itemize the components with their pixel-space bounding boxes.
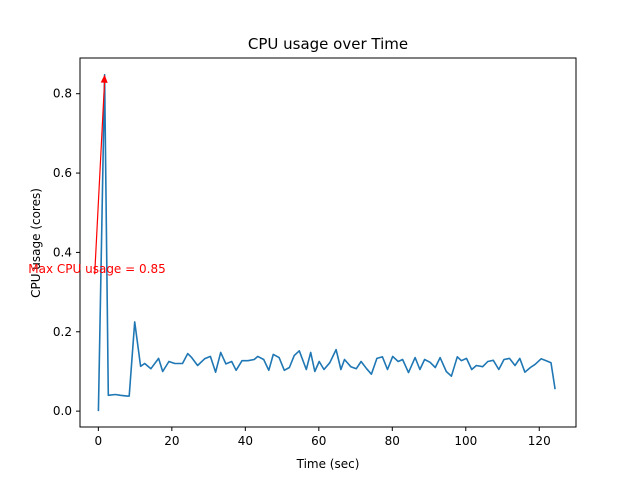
y-axis-ticks: 0.0 0.2 0.4 0.6 0.8 bbox=[53, 87, 80, 418]
plot-area bbox=[97, 73, 556, 412]
x-tick-label: 40 bbox=[238, 434, 253, 448]
chart-title: CPU usage over Time bbox=[248, 35, 408, 53]
y-tick-label: 0.4 bbox=[53, 245, 72, 259]
annotation-arrow-head bbox=[100, 74, 108, 83]
x-axis-ticks: 0 20 40 60 80 100 120 bbox=[95, 427, 551, 448]
max-annotation: Max CPU usage = 0.85 bbox=[28, 74, 166, 276]
y-tick-label: 0.2 bbox=[53, 325, 72, 339]
x-tick-label: 60 bbox=[311, 434, 326, 448]
y-tick-label: 0.0 bbox=[53, 404, 72, 418]
x-axis-label: Time (sec) bbox=[296, 457, 360, 471]
y-axis-label: CPU usage (cores) bbox=[29, 188, 43, 298]
x-tick-label: 100 bbox=[454, 434, 477, 448]
x-tick-label: 20 bbox=[164, 434, 179, 448]
y-tick-label: 0.6 bbox=[53, 166, 72, 180]
x-tick-label: 120 bbox=[528, 434, 551, 448]
max-cpu-annotation-label: Max CPU usage = 0.85 bbox=[28, 262, 165, 276]
annotation-arrow-shaft bbox=[94, 80, 106, 275]
x-tick-label: 80 bbox=[385, 434, 400, 448]
x-tick-label: 0 bbox=[95, 434, 103, 448]
y-tick-label: 0.8 bbox=[53, 87, 72, 101]
cpu-usage-series-line bbox=[97, 73, 556, 412]
axes-frame bbox=[79, 57, 577, 428]
